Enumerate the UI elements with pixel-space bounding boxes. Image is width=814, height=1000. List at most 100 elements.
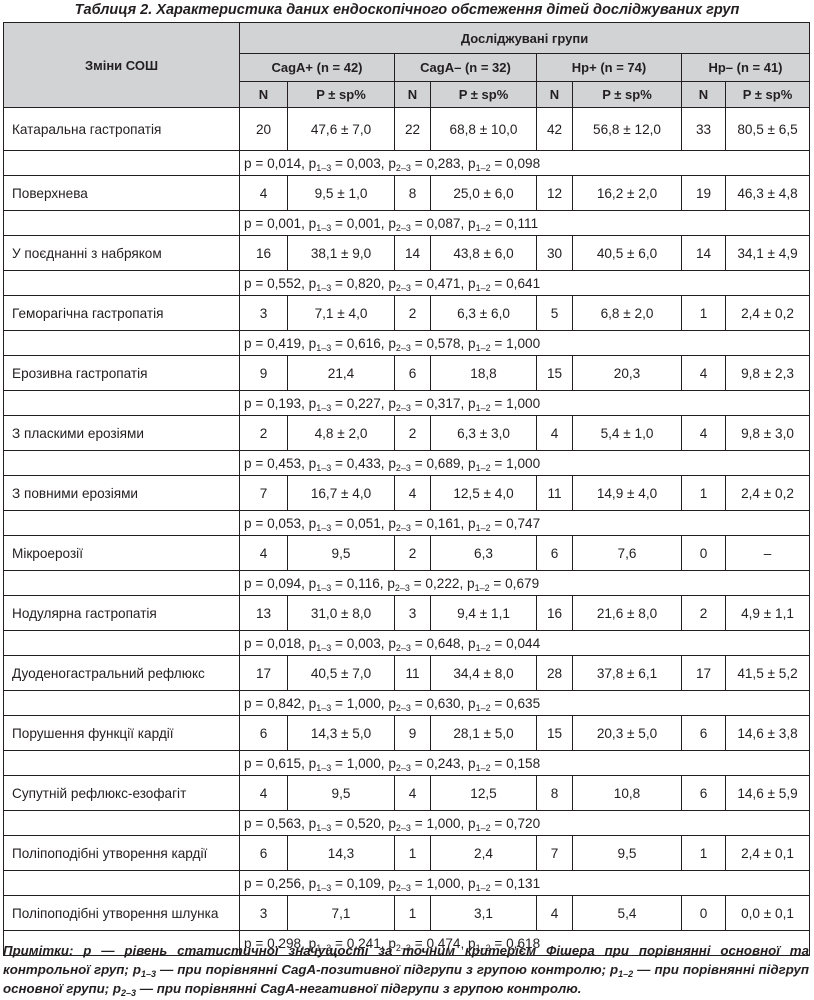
cell-p-sp: 2,4 ± 0,1 xyxy=(725,835,810,871)
cell-n: 2 xyxy=(394,415,431,451)
cell-p-sp: 40,5 ± 7,0 xyxy=(287,655,395,691)
p-value: 0,131 xyxy=(506,875,541,891)
p-value-row: p = 0,053, p1–3 = 0,051, p2–3 = 0,161, p… xyxy=(3,510,810,536)
header-p: P ± sp% xyxy=(287,81,395,108)
cell-p-sp: 0,0 ± 0,1 xyxy=(725,895,810,931)
cell-p-sp: 9,8 ± 3,0 xyxy=(725,415,810,451)
p-row-blank xyxy=(3,570,240,596)
p-values: p = 0,615, p1–3 = 1,000, p2–3 = 0,243, p… xyxy=(239,750,810,776)
cell-n: 6 xyxy=(536,535,573,571)
table-row: У поєднанні з набряком 16 38,1 ± 9,0 14 43,8… xyxy=(3,235,810,271)
cell-p-sp: 56,8 ± 12,0 xyxy=(572,107,682,151)
p-value: 0,563 xyxy=(267,815,302,831)
p-row-blank xyxy=(3,390,240,416)
cell-p-sp: 41,5 ± 5,2 xyxy=(725,655,810,691)
cell-n: 12 xyxy=(536,175,573,211)
cell-n: 13 xyxy=(239,595,288,631)
cell-n: 1 xyxy=(681,835,726,871)
p-value: 0,109 xyxy=(346,875,381,891)
p-value-row: p = 0,018, p1–3 = 0,003, p2–3 = 0,648, p… xyxy=(3,630,810,656)
p-value: 0,679 xyxy=(505,575,540,591)
row-name: Супутній рефлюкс-езофагіт xyxy=(3,775,240,811)
cell-p-sp: 9,8 ± 2,3 xyxy=(725,355,810,391)
p-value-row: p = 0,552, p1–3 = 0,820, p2–3 = 0,471, p… xyxy=(3,270,810,296)
p-value: 0,317 xyxy=(426,395,461,411)
p-value: 0,116 xyxy=(346,575,380,591)
table-row: Нодулярна гастропатія 13 31,0 ± 8,0 3 9,4 ± … xyxy=(3,595,810,631)
cell-p-sp: 6,3 xyxy=(430,535,537,571)
p-value: 0,018 xyxy=(267,635,302,651)
cell-p-sp: 12,5 xyxy=(430,775,537,811)
table-row: Катаральна гастропатія 20 47,6 ± 7,0 22 68,8… xyxy=(3,107,810,151)
p-value-row: p = 0,298, p1–3 = 0,241, p2–3 = 0,474, p… xyxy=(3,930,810,956)
cell-p-sp: 21,6 ± 8,0 xyxy=(572,595,682,631)
cell-p-sp: 25,0 ± 6,0 xyxy=(430,175,537,211)
cell-p-sp: 7,1 xyxy=(287,895,395,931)
cell-p-sp: 20,3 xyxy=(572,355,682,391)
cell-n: 9 xyxy=(239,355,288,391)
cell-p-sp: 2,4 xyxy=(430,835,537,871)
p-values: p = 0,298, p1–3 = 0,241, p2–3 = 0,474, p… xyxy=(239,930,810,956)
cell-n: 6 xyxy=(681,715,726,751)
p-values: p = 0,419, p1–3 = 0,616, p2–3 = 0,578, p… xyxy=(239,330,810,356)
table-row: Порушення функції кардії 6 14,3 ± 5,0 9 28,1… xyxy=(3,715,810,751)
cell-n: 1 xyxy=(394,835,431,871)
p-values: p = 0,256, p1–3 = 0,109, p2–3 = 1,000, p… xyxy=(239,870,810,896)
p-value-row: p = 0,256, p1–3 = 0,109, p2–3 = 1,000, p… xyxy=(3,870,810,896)
p-value: 0,552 xyxy=(267,275,302,291)
p-row-blank xyxy=(3,150,240,176)
cell-n: 4 xyxy=(239,535,288,571)
cell-p-sp: 5,4 ± 1,0 xyxy=(572,415,682,451)
p-value: 0,842 xyxy=(267,695,302,711)
cell-p-sp: 10,8 xyxy=(572,775,682,811)
p-value: 0,227 xyxy=(346,395,381,411)
cell-p-sp: 9,5 xyxy=(287,535,395,571)
cell-n: 19 xyxy=(681,175,726,211)
p-value: 0,820 xyxy=(346,275,381,291)
cell-p-sp: 20,3 ± 5,0 xyxy=(572,715,682,751)
p-row-blank xyxy=(3,750,240,776)
cell-n: 3 xyxy=(394,595,431,631)
cell-n: 3 xyxy=(239,295,288,331)
cell-n: 11 xyxy=(394,655,431,691)
p-values: p = 0,552, p1–3 = 0,820, p2–3 = 0,471, p… xyxy=(239,270,810,296)
cell-n: 4 xyxy=(536,895,573,931)
cell-p-sp: 40,5 ± 6,0 xyxy=(572,235,682,271)
cell-p-sp: 5,4 xyxy=(572,895,682,931)
cell-n: 3 xyxy=(239,895,288,931)
header-group-caganeg: CagA– (n = 32) xyxy=(394,53,537,82)
cell-p-sp: 14,6 ± 5,9 xyxy=(725,775,810,811)
header-n: N xyxy=(536,81,573,108)
p-row-blank xyxy=(3,270,240,296)
header-group-hppos: Hp+ (n = 74) xyxy=(536,53,682,82)
p-row-blank xyxy=(3,450,240,476)
row-name: Поверхнева xyxy=(3,175,240,211)
row-name: З повними ерозіями xyxy=(3,475,240,511)
p-value: 0,098 xyxy=(506,155,541,171)
row-name: Мікроерозії xyxy=(3,535,240,571)
p-row-blank xyxy=(3,510,240,536)
cell-p-sp: 18,8 xyxy=(430,355,537,391)
cell-p-sp: 80,5 ± 6,5 xyxy=(725,107,810,151)
p-value: 0,689 xyxy=(426,455,461,471)
cell-n: 2 xyxy=(394,535,431,571)
p-row-blank xyxy=(3,210,240,236)
cell-p-sp: 31,0 ± 8,0 xyxy=(287,595,395,631)
cell-p-sp: 21,4 xyxy=(287,355,395,391)
row-name: Дуоденогастральний рефлюкс xyxy=(3,655,240,691)
cell-n: 4 xyxy=(394,475,431,511)
p-value: 0,051 xyxy=(346,515,381,531)
cell-p-sp: 16,7 ± 4,0 xyxy=(287,475,395,511)
cell-p-sp: 9,5 xyxy=(287,775,395,811)
cell-n: 5 xyxy=(536,295,573,331)
p-value: 0,630 xyxy=(426,695,461,711)
cell-n: 8 xyxy=(394,175,431,211)
cell-p-sp: 47,6 ± 7,0 xyxy=(287,107,395,151)
cell-n: 7 xyxy=(239,475,288,511)
notes-p13-def: — при порівнянні CagA-позитивної підгруп… xyxy=(155,962,611,977)
p-value: 1,000 xyxy=(346,755,381,771)
cell-n: 16 xyxy=(239,235,288,271)
p-value: 1,000 xyxy=(506,455,541,471)
cell-p-sp: 16,2 ± 2,0 xyxy=(572,175,682,211)
p-value: 1,000 xyxy=(426,875,461,891)
